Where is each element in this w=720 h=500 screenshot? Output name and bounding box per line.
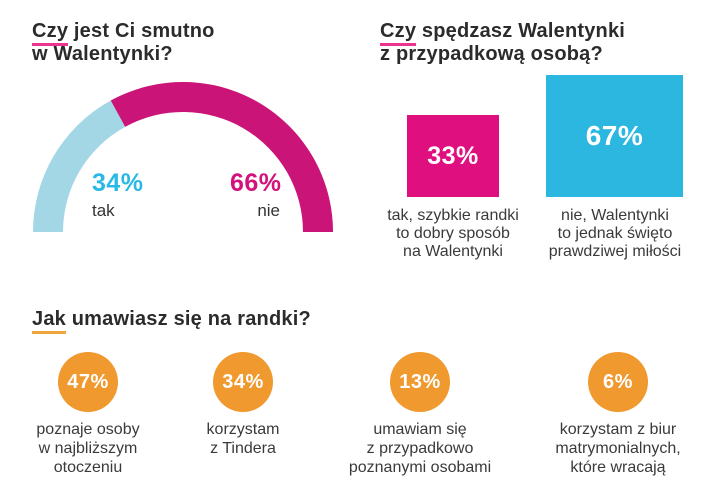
title-line-1: Czy jest Ci smutno (32, 20, 215, 46)
caption-line: korzystam z biur (559, 421, 677, 438)
square-yes-caption: tak, szybkie randki to dobry sposób na W… (367, 207, 539, 261)
badge-circle: 34% (213, 352, 273, 412)
caption-line: z przypadkowo (366, 440, 474, 457)
caption-line: które wracają (570, 459, 666, 476)
caption-line: korzystam (206, 421, 280, 438)
badge-item-random-people: 13% umawiam się z przypadkowo poznanymi … (330, 352, 510, 477)
gauge-value-tak: 34% (92, 169, 144, 197)
gauge-segment-nie (110, 82, 334, 232)
caption-line: tak, szybkie randki (387, 207, 519, 224)
title-line-1-rest: spędzasz Walentynki (416, 20, 626, 42)
section-title-dating: Jak umawiasz się na randki? (32, 308, 311, 334)
caption-line: matrymonialnych, (555, 440, 681, 457)
title-line-2: w Walentynki? (32, 43, 173, 65)
title-underlined-word: Jak (32, 308, 66, 334)
caption-line: nie, Walentynki (561, 207, 669, 224)
title-underlined-word: Czy (380, 20, 417, 46)
badge-caption: umawiam się z przypadkowo poznanymi osob… (330, 420, 510, 477)
badge-value: 6% (603, 370, 633, 393)
gauge-category-nie: nie (257, 201, 280, 220)
gauge-value-nie: 66% (230, 169, 282, 197)
gauge-label-tak: 34% tak (92, 170, 144, 221)
caption-line: poznaje osoby (36, 421, 140, 438)
title-line-1-rest: jest Ci smutno (68, 20, 215, 42)
section-title-sad-valentines: Czy jest Ci smutno w Walentynki? (32, 20, 215, 66)
badge-caption: korzystam z Tindera (153, 420, 333, 458)
title-line-1: Czy spędzasz Walentynki (380, 20, 626, 46)
caption-line: prawdziwej miłości (548, 243, 682, 260)
gauge-label-nie: 66% nie (230, 169, 282, 221)
square-no-caption: nie, Walentynki to jednak święto prawdzi… (529, 207, 701, 261)
caption-line: to jednak święto (557, 225, 673, 242)
caption-line: umawiam się (373, 421, 467, 438)
title-line-2: z przypadkową osobą? (380, 43, 603, 65)
badge-item-nearby: 47% poznaje osoby w najbliższym otoczeni… (0, 352, 178, 477)
badge-caption: poznaje osoby w najbliższym otoczeniu (0, 420, 178, 477)
badge-item-matchmaking: 6% korzystam z biur matrymonialnych, któ… (528, 352, 708, 477)
badge-circle: 47% (58, 352, 118, 412)
square-no-value: 67% (585, 120, 644, 151)
badge-caption: korzystam z biur matrymonialnych, które … (528, 420, 708, 477)
semicircle-donut-chart (33, 82, 334, 232)
caption-line: otoczeniu (53, 459, 123, 476)
badge-circle: 6% (588, 352, 648, 412)
badge-item-tinder: 34% korzystam z Tindera (153, 352, 333, 458)
gauge-segment-tak (33, 100, 126, 232)
badge-value: 34% (222, 370, 264, 393)
title-underlined-word: Czy (32, 20, 69, 46)
caption-line: na Walentynki (403, 243, 503, 260)
caption-line: z Tindera (210, 440, 276, 457)
square-yes-value: 33% (427, 141, 479, 170)
badge-circle: 13% (390, 352, 450, 412)
caption-line: poznanymi osobami (348, 459, 492, 476)
section-title-random-person: Czy spędzasz Walentynki z przypadkową os… (380, 20, 625, 66)
title-line-1: Jak umawiasz się na randki? (32, 308, 311, 334)
badge-value: 13% (399, 370, 441, 393)
caption-line: w najbliższym (38, 440, 138, 457)
title-line-1-rest: umawiasz się na randki? (65, 308, 311, 330)
gauge-category-tak: tak (92, 201, 115, 220)
badge-value: 47% (67, 370, 109, 393)
caption-line: to dobry sposób (396, 225, 510, 242)
square-no-67: 67% (546, 75, 683, 197)
square-yes-33: 33% (407, 115, 499, 197)
